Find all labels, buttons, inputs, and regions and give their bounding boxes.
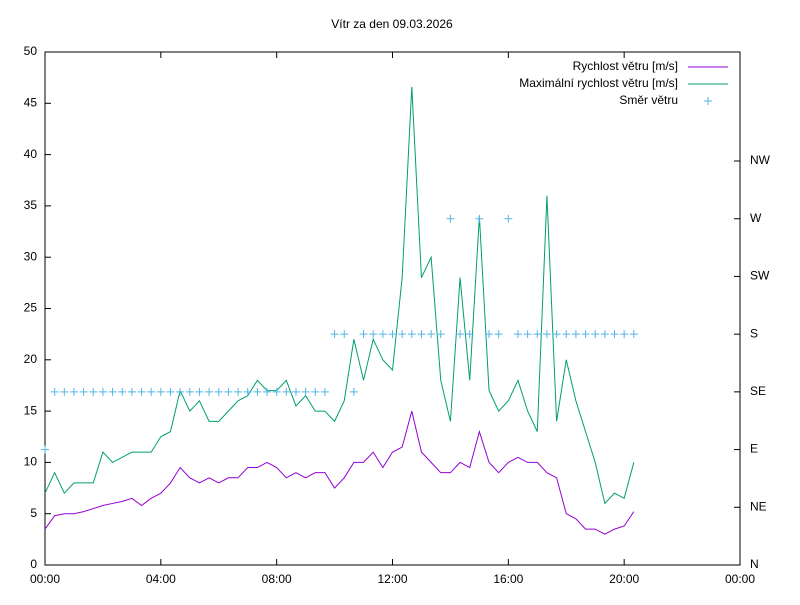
x-tick-label: 16:00 [493, 572, 523, 586]
x-tick-label: 04:00 [146, 572, 176, 586]
y2-tick-label: W [750, 211, 762, 225]
direction-point [79, 387, 88, 396]
y2-tick-label: S [750, 326, 758, 340]
legend-label: Směr větru [619, 93, 678, 107]
direction-point [620, 330, 629, 339]
direction-point [610, 330, 619, 339]
y2-tick-label: NE [750, 499, 767, 513]
series-line [44, 410, 635, 535]
direction-point [214, 387, 223, 396]
direction-point [156, 387, 165, 396]
direction-point [485, 330, 494, 339]
direction-point [542, 330, 551, 339]
direction-point [504, 214, 513, 223]
direction-point [533, 330, 542, 339]
direction-point [301, 387, 310, 396]
direction-point [320, 387, 329, 396]
direction-point [446, 214, 455, 223]
direction-point [291, 387, 300, 396]
y2-tick-label: SW [750, 269, 770, 283]
y-tick-label: 50 [24, 44, 38, 58]
direction-point [388, 330, 397, 339]
direction-point [456, 330, 465, 339]
legend-symbol [704, 97, 712, 105]
direction-point [629, 330, 638, 339]
direction-point [475, 214, 484, 223]
direction-point [417, 330, 426, 339]
x-tick-label: 00:00 [30, 572, 60, 586]
y-tick-label: 0 [30, 557, 37, 571]
direction-point [41, 445, 49, 454]
direction-point [224, 387, 233, 396]
x-tick-label: 12:00 [377, 572, 407, 586]
direction-point [272, 387, 281, 396]
direction-point [108, 387, 117, 396]
y2-tick-label: E [750, 442, 758, 456]
direction-point [378, 330, 387, 339]
direction-point [137, 387, 146, 396]
series-line [44, 86, 635, 505]
direction-point [427, 330, 436, 339]
direction-point [60, 387, 69, 396]
direction-point [330, 330, 339, 339]
plot-frame [44, 51, 741, 566]
y-tick-label: 30 [24, 249, 38, 263]
direction-point [147, 387, 156, 396]
x-tick-label: 08:00 [262, 572, 292, 586]
y-tick-label: 35 [24, 198, 38, 212]
direction-point [176, 387, 185, 396]
y-tick-label: 5 [30, 506, 37, 520]
direction-point [465, 330, 474, 339]
direction-point [282, 387, 291, 396]
direction-point [195, 387, 204, 396]
direction-point [398, 330, 407, 339]
y-tick-label: 40 [24, 147, 38, 161]
direction-point [523, 330, 532, 339]
direction-point [494, 330, 503, 339]
legend-label: Rychlost větru [m/s] [573, 59, 678, 73]
direction-point [234, 387, 243, 396]
direction-point [562, 330, 571, 339]
x-tick-label: 20:00 [609, 572, 639, 586]
direction-point [205, 387, 214, 396]
x-tick-label: 00:00 [725, 572, 755, 586]
direction-point [369, 330, 378, 339]
y-tick-label: 25 [24, 301, 38, 315]
direction-point [311, 387, 320, 396]
direction-point [253, 387, 262, 396]
y2-tick-label: SE [750, 384, 766, 398]
y-tick-label: 20 [24, 352, 38, 366]
direction-point [263, 387, 272, 396]
direction-point [552, 330, 561, 339]
direction-point [436, 330, 445, 339]
direction-point [581, 330, 590, 339]
direction-point [166, 387, 175, 396]
direction-point [69, 387, 78, 396]
direction-point [127, 387, 136, 396]
direction-point [571, 330, 580, 339]
direction-point [359, 330, 368, 339]
direction-point [243, 387, 252, 396]
y2-tick-label: NW [750, 153, 771, 167]
y-tick-label: 10 [24, 455, 38, 469]
direction-point [89, 387, 98, 396]
y-tick-label: 15 [24, 403, 38, 417]
direction-point [98, 387, 107, 396]
direction-point [340, 330, 349, 339]
y-tick-label: 45 [24, 95, 38, 109]
direction-point [591, 330, 600, 339]
legend-label: Maximální rychlost větru [m/s] [519, 76, 678, 90]
y2-tick-label: N [750, 557, 759, 571]
direction-point [600, 330, 609, 339]
chart-title: Vítr za den 09.03.2026 [331, 17, 453, 31]
direction-point [513, 330, 522, 339]
direction-point [118, 387, 127, 396]
direction-point [407, 330, 416, 339]
direction-point [185, 387, 194, 396]
direction-point [349, 387, 358, 396]
direction-point [50, 387, 59, 396]
